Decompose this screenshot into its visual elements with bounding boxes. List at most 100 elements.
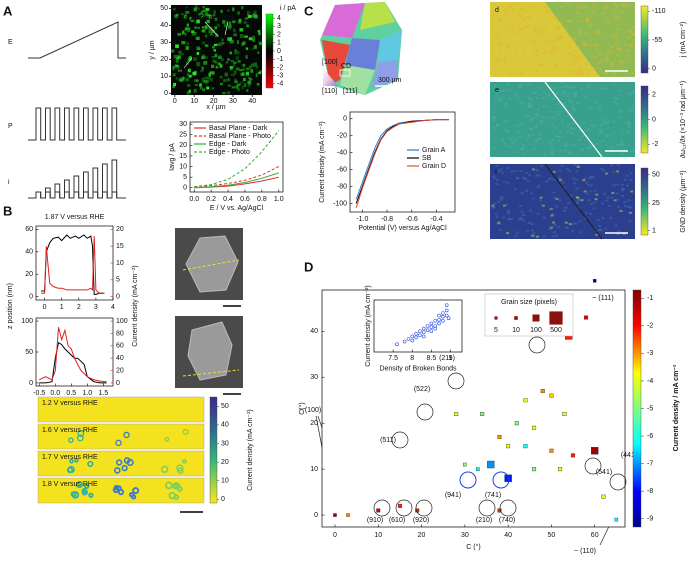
- y-tick-label: 40: [160, 22, 168, 29]
- map-pixel: [547, 93, 551, 96]
- map-pixel: [624, 43, 628, 46]
- x-tick-label: 7.5: [388, 355, 398, 362]
- x-tick-label: 0.6: [240, 196, 250, 203]
- map-pixel: [604, 56, 608, 59]
- colorbar-tick-label: 0: [652, 116, 656, 123]
- map-pixel: [538, 133, 542, 136]
- map-pixel: [532, 92, 536, 95]
- map-pixel: [530, 222, 534, 225]
- plot-frame: [35, 317, 114, 387]
- map-pixel: [601, 85, 605, 88]
- map-pixel: [609, 217, 613, 220]
- y2-tick-label: 5: [116, 277, 120, 284]
- grain-point: [463, 462, 467, 467]
- map-pixel: [193, 88, 197, 93]
- point: [441, 318, 445, 323]
- map-pixel: [620, 183, 624, 186]
- map-pixel: [628, 109, 632, 112]
- y2-tick-label: 0: [116, 380, 120, 387]
- y-tick-label: 0: [343, 116, 347, 123]
- map-pixel: [606, 5, 610, 8]
- map-pixel: [555, 205, 559, 208]
- y-tick-label: 30: [160, 39, 168, 46]
- map-pixel: [200, 11, 203, 15]
- x-tick-label: 10: [374, 532, 382, 539]
- point: [425, 324, 430, 328]
- map-pixel: [495, 183, 499, 186]
- map-pixel: [571, 222, 575, 225]
- map-pixel: [500, 195, 504, 198]
- map-pixel: [620, 142, 624, 145]
- map-pixel: [620, 10, 624, 13]
- map-pixel: [520, 102, 524, 105]
- map-pixel: [236, 50, 239, 54]
- grain-point: [506, 444, 511, 449]
- map-pixel: [519, 72, 523, 75]
- map-pixel: [204, 34, 208, 38]
- map-pixel: [543, 26, 547, 29]
- map-pixel: [521, 28, 525, 31]
- map-pixel: [511, 10, 515, 13]
- current-pulses: [28, 159, 126, 199]
- x-axis-label: E / V vs. Ag/AgCl: [210, 205, 264, 212]
- map-pixel: [202, 88, 206, 92]
- map-pixel: [557, 38, 561, 41]
- legend-label: SB: [422, 155, 432, 162]
- map-pixel: [187, 84, 191, 87]
- y-axis-label: Current density (mA cm⁻²): [365, 285, 372, 367]
- y-tick-label: 20: [179, 142, 187, 149]
- orientation-marker: [395, 499, 413, 517]
- map-pixel: [574, 70, 578, 73]
- y-tick-label: 20: [25, 271, 33, 278]
- map-pixel: [592, 44, 596, 47]
- map-pixel: [577, 57, 581, 60]
- map-pixel: [556, 28, 560, 31]
- map-pixel: [202, 14, 205, 17]
- map-pixel: [209, 33, 214, 36]
- map-pixel: [542, 104, 546, 107]
- map-pixel: [631, 33, 635, 36]
- x-tick-label: -0.5: [33, 390, 45, 397]
- orientation-label: (511): [380, 437, 396, 444]
- map-pixel: [618, 116, 622, 119]
- map-pixel: [565, 84, 569, 87]
- map-pixel: [201, 41, 206, 45]
- x-tick-label: 60: [591, 532, 599, 539]
- map-pixel: [552, 235, 556, 238]
- x-tick-label: 0.0: [189, 196, 199, 203]
- map-pixel: [491, 117, 495, 120]
- map-pixel: [181, 40, 186, 45]
- map-pixel: [248, 37, 253, 41]
- map-pixel: [562, 90, 566, 93]
- map-pixel: [568, 46, 572, 49]
- map-pixel: [492, 175, 496, 178]
- map-pixel: [554, 126, 558, 129]
- map-pixel: [247, 80, 252, 85]
- map-pixel: [521, 46, 525, 49]
- map-pixel: [204, 56, 209, 59]
- map-pixel: [561, 136, 565, 139]
- map-pixel: [555, 114, 559, 117]
- map-pixel: [246, 89, 249, 92]
- grain-point: [532, 467, 537, 472]
- map-pixel: [175, 76, 178, 80]
- legend-swatch: [549, 311, 563, 325]
- active-spot: [77, 429, 85, 437]
- map-pixel: [587, 183, 591, 186]
- ebsd-grain: [322, 3, 365, 38]
- map-pixel: [602, 193, 606, 196]
- active-spot: [168, 491, 177, 500]
- ebsd-grain: [345, 38, 380, 70]
- flake: [187, 321, 233, 381]
- map-pixel: [178, 50, 182, 55]
- x-axis-label: x / µm: [206, 104, 225, 111]
- map-pixel: [586, 73, 590, 76]
- map-pixel: [631, 25, 635, 28]
- map-pixel: [215, 65, 219, 69]
- map-pixel: [630, 44, 634, 47]
- map-pixel: [513, 150, 517, 153]
- map-pixel: [518, 85, 522, 88]
- legend-label: 5: [494, 327, 498, 334]
- map-pixel: [573, 54, 577, 57]
- map-pixel: [212, 59, 216, 63]
